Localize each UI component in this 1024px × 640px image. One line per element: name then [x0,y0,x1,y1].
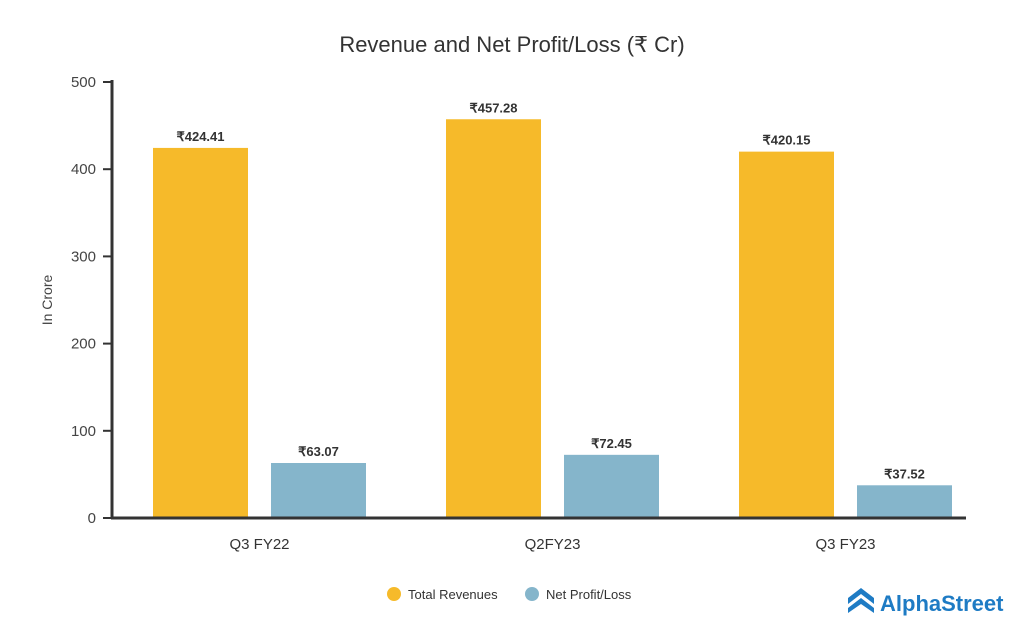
data-label: ₹37.52 [884,466,925,481]
bar-revenue [446,119,541,519]
legend-label-net-profit: Net Profit/Loss [546,587,632,602]
data-label: ₹63.07 [298,444,339,459]
y-tick-label: 200 [71,336,96,353]
legend-swatch-net-profit [525,587,539,601]
x-category-label: Q2FY23 [525,536,581,553]
x-category-label: Q3 FY22 [229,536,289,553]
bar-net-profit [564,454,659,518]
y-tick-label: 400 [71,161,96,178]
bar-revenue [153,147,248,518]
data-label: ₹72.45 [591,436,632,451]
legend-label-total-revenues: Total Revenues [408,587,498,602]
data-label: ₹424.41 [176,129,224,144]
bar-net-profit [857,485,952,518]
alphastreet-logo: AlphaStreet [848,588,1004,616]
legend-swatch-total-revenues [387,587,401,601]
chart-title: Revenue and Net Profit/Loss (₹ Cr) [339,32,684,57]
x-category-label: Q3 FY23 [815,536,875,553]
bar-revenue [739,151,834,518]
y-tick-label: 0 [88,510,96,527]
logo-text: AlphaStreet [880,591,1004,616]
bar-net-profit [271,463,366,518]
y-tick-label: 500 [71,74,96,91]
data-label: ₹420.15 [762,133,810,148]
legend: Total Revenues Net Profit/Loss [387,587,632,602]
y-tick-label: 300 [71,248,96,265]
y-tick-label: 100 [71,423,96,440]
data-label: ₹457.28 [469,100,517,115]
alphastreet-logo-icon [848,588,874,613]
y-axis-label: In Crore [39,275,55,326]
